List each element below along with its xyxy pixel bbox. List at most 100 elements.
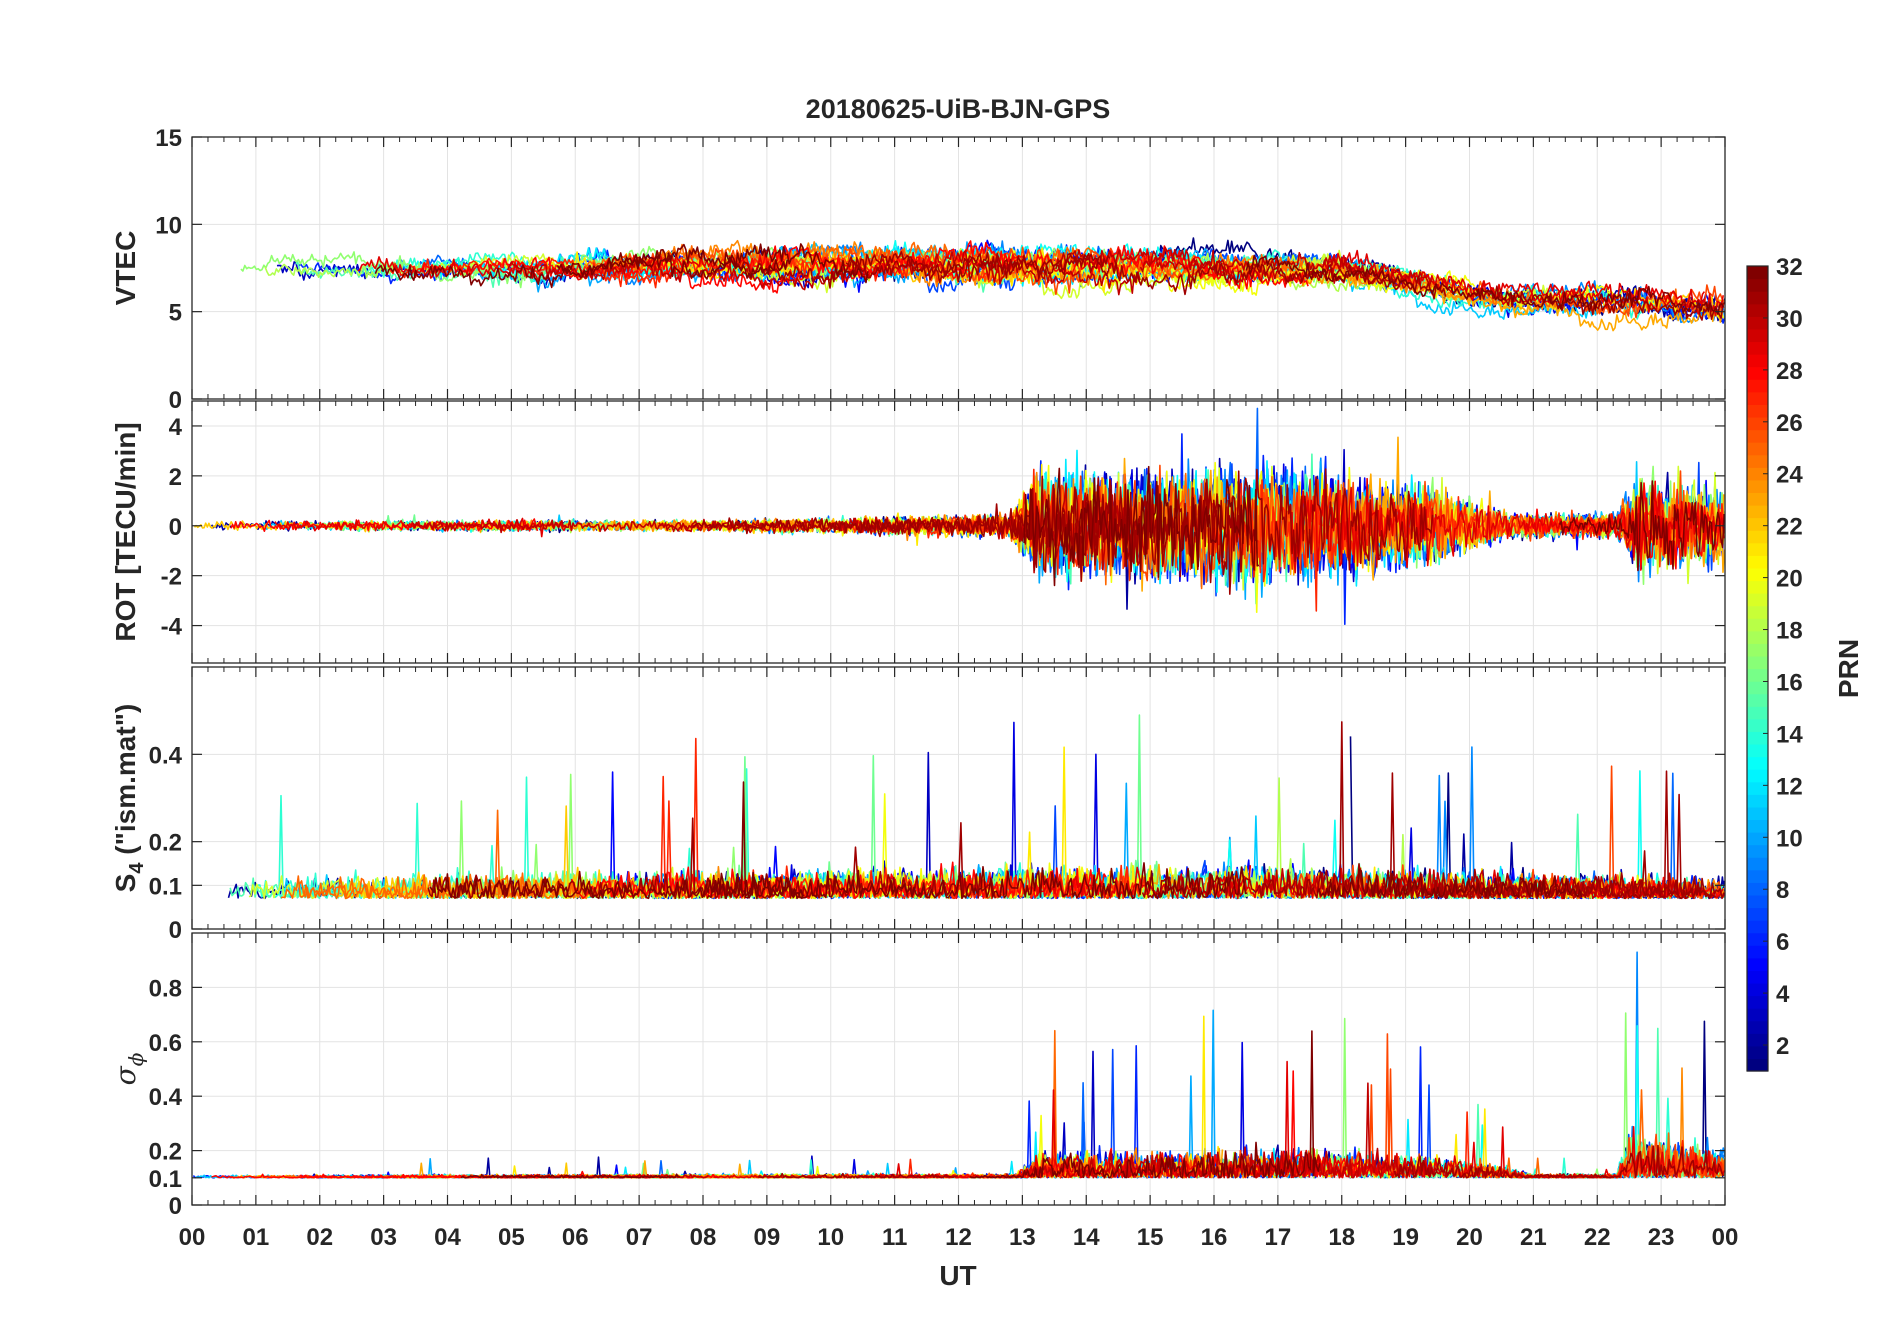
x-tick-label: 20 xyxy=(1456,1224,1483,1251)
colorbar-band xyxy=(1747,1045,1768,1060)
colorbar-band xyxy=(1747,643,1768,657)
x-tick-label: 18 xyxy=(1328,1224,1355,1251)
colorbar-band xyxy=(1747,266,1768,280)
colorbar-band xyxy=(1747,957,1768,971)
x-tick-label: 03 xyxy=(370,1224,397,1251)
x-tick-label: 06 xyxy=(562,1224,589,1251)
colorbar-tick-label: 8 xyxy=(1776,877,1789,904)
x-tick-label: 01 xyxy=(243,1224,270,1251)
colorbar-band xyxy=(1747,316,1768,330)
series-line xyxy=(1141,721,1716,900)
series-line xyxy=(1316,868,1583,899)
colorbar-tick-label: 28 xyxy=(1776,358,1803,385)
colorbar-band xyxy=(1747,693,1768,707)
x-tick-label: 00 xyxy=(1712,1224,1739,1251)
x-tick-label: 16 xyxy=(1201,1224,1228,1251)
colorbar-band xyxy=(1747,1020,1768,1034)
x-tick-label: 12 xyxy=(945,1224,972,1251)
colorbar-tick-label: 30 xyxy=(1776,306,1803,333)
colorbar-band xyxy=(1747,756,1768,770)
colorbar-band xyxy=(1747,580,1768,594)
colorbar-band xyxy=(1747,391,1768,405)
series-group xyxy=(240,237,1725,332)
x-tick-label: 23 xyxy=(1648,1224,1675,1251)
colorbar-band xyxy=(1747,618,1768,632)
colorbar-band xyxy=(1747,844,1768,858)
series-line xyxy=(1245,254,1725,315)
colorbar-band xyxy=(1747,743,1768,758)
s4-axis-label: S4 ("ism.mat") xyxy=(110,704,148,893)
series-line xyxy=(735,252,1111,289)
y-axis-label: S4 ("ism.mat") xyxy=(110,704,148,893)
x-tick-label: 10 xyxy=(817,1224,844,1251)
x-tick-label: 21 xyxy=(1520,1224,1547,1251)
colorbar-tick-label: 18 xyxy=(1776,618,1803,645)
colorbar-band xyxy=(1747,454,1768,468)
colorbar-tick-label: 26 xyxy=(1776,410,1803,437)
colorbar-band xyxy=(1747,404,1768,418)
colorbar-band xyxy=(1747,731,1768,745)
colorbar-band xyxy=(1747,894,1768,909)
colorbar-band xyxy=(1747,504,1768,519)
y-tick-label: 2 xyxy=(169,464,182,491)
colorbar-band xyxy=(1747,706,1768,720)
series-line xyxy=(1475,285,1725,321)
y-tick-label: 0 xyxy=(169,917,182,944)
colorbar-band xyxy=(1747,530,1768,544)
colorbar-band xyxy=(1747,794,1768,808)
y-tick-label: 0.4 xyxy=(149,1084,183,1111)
colorbar-band xyxy=(1747,328,1768,343)
series-line xyxy=(514,252,987,288)
colorbar-band xyxy=(1747,303,1768,317)
colorbar-band xyxy=(1747,593,1768,607)
x-tick-label: 15 xyxy=(1137,1224,1164,1251)
colorbar-band xyxy=(1747,442,1768,456)
colorbar-band xyxy=(1747,1058,1768,1072)
series-line xyxy=(460,1173,680,1179)
colorbar-band xyxy=(1747,995,1768,1009)
colorbar-band xyxy=(1747,278,1768,292)
colorbar-band xyxy=(1747,970,1768,984)
x-tick-label: 19 xyxy=(1392,1224,1419,1251)
colorbar-band xyxy=(1747,542,1768,556)
colorbar-tick-label: 16 xyxy=(1776,669,1803,696)
series-line xyxy=(419,240,1018,294)
s4-panel: 0 0.1 0.2 0.4 xyxy=(149,666,1726,944)
x-tick-label: 07 xyxy=(626,1224,653,1251)
y-tick-label: 0 xyxy=(169,514,182,541)
colorbar-tick-label: 22 xyxy=(1776,514,1803,541)
x-axis-label: UT xyxy=(939,1260,976,1291)
y-tick-label: -2 xyxy=(161,564,182,591)
x-tick-label: 11 xyxy=(882,1224,907,1251)
colorbar-band xyxy=(1747,555,1768,569)
colorbar-band xyxy=(1747,945,1768,959)
vtec-panel: 0 5 10 15 xyxy=(155,125,1726,414)
x-tick-label: 22 xyxy=(1584,1224,1611,1251)
series-line xyxy=(1368,770,1725,900)
series-line xyxy=(758,1172,959,1179)
colorbar-band xyxy=(1747,1033,1768,1047)
x-tick-label: 02 xyxy=(306,1224,333,1251)
colorbar-band xyxy=(1747,492,1768,506)
colorbar-band xyxy=(1747,517,1768,531)
colorbar-frame xyxy=(1746,265,1769,1072)
colorbar-tick-label: 12 xyxy=(1776,773,1803,800)
y-tick-label: 0 xyxy=(169,387,182,414)
x-tick-label: 13 xyxy=(1009,1224,1036,1251)
colorbar-band xyxy=(1747,379,1768,393)
colorbar-band xyxy=(1747,467,1768,481)
series-group xyxy=(192,951,1725,1179)
colorbar-band xyxy=(1747,429,1768,443)
y-tick-label: 5 xyxy=(169,300,182,327)
colorbar-tick-label: 4 xyxy=(1776,981,1790,1008)
colorbar-tick-label: 6 xyxy=(1776,929,1789,956)
series-line xyxy=(969,1030,1321,1179)
series-line xyxy=(1558,480,1725,572)
rot-axis-label: ROT [TECU/min] xyxy=(110,422,141,641)
colorbar-tick-label: 2 xyxy=(1776,1033,1789,1060)
series-line xyxy=(1393,1144,1725,1179)
y-tick-label: 0.2 xyxy=(149,1139,182,1166)
